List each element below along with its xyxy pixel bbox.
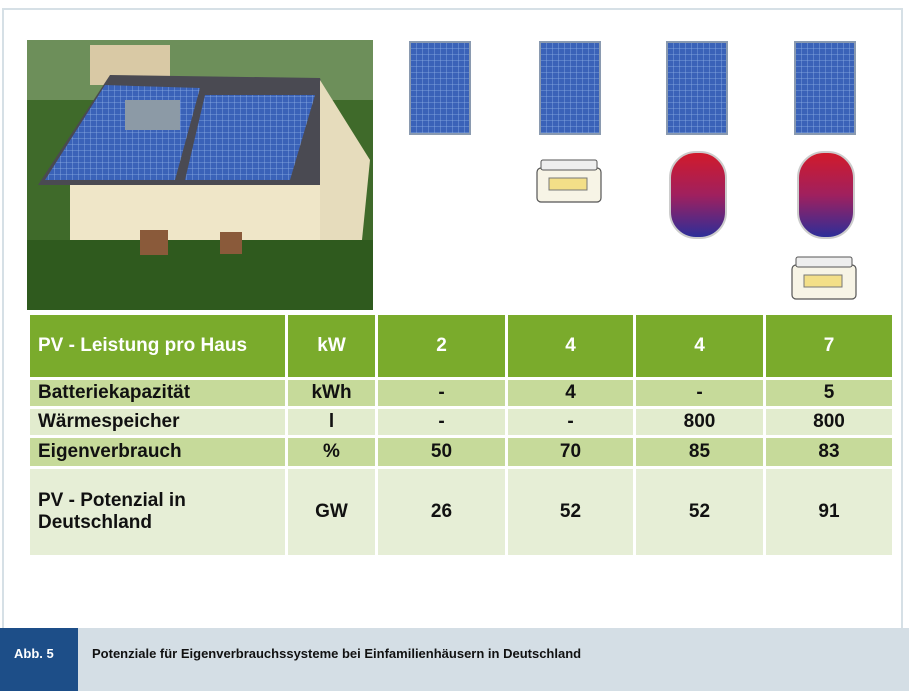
battery-icon [537, 160, 601, 202]
table-cell: 800 [765, 408, 894, 437]
table-cell: 91 [765, 468, 894, 557]
table-cell: 2 [377, 314, 507, 379]
pv-panel [410, 42, 470, 134]
table-cell: 7 [765, 314, 894, 379]
pv-panel [795, 42, 855, 134]
table-cell: 52 [635, 468, 765, 557]
table-cell: 52 [507, 468, 635, 557]
row-label: PV - Potenzial in Deutschland [29, 468, 287, 557]
pv-panel [667, 42, 727, 134]
heat-storage-icon [798, 152, 854, 238]
table-cell: - [635, 379, 765, 408]
pv-panel [540, 42, 600, 134]
table-cell: 5 [765, 379, 894, 408]
table-cell: l [287, 408, 377, 437]
caption-text: Potenziale für Eigenverbrauchssysteme be… [92, 646, 581, 661]
table-cell: 50 [377, 437, 507, 468]
battery-icon [792, 257, 856, 299]
row-label: Wärmespeicher [29, 408, 287, 437]
table-cell: 800 [635, 408, 765, 437]
caption-bar: Abb. 5 Potenziale für Eigenverbrauchssys… [0, 628, 909, 691]
table-cell: % [287, 437, 377, 468]
heat-storage-icon [670, 152, 726, 238]
table-cell: 70 [507, 437, 635, 468]
table-cell: - [377, 408, 507, 437]
table-cell: - [507, 408, 635, 437]
page: PV - Leistung pro HauskW2447Batteriekapa… [0, 0, 909, 691]
table-cell: GW [287, 468, 377, 557]
table-cell: 4 [507, 314, 635, 379]
table-cell: 26 [377, 468, 507, 557]
row-label: Batteriekapazität [29, 379, 287, 408]
table-cell: 4 [507, 379, 635, 408]
table-cell: - [377, 379, 507, 408]
table-cell: kWh [287, 379, 377, 408]
table-cell: 85 [635, 437, 765, 468]
table-cell: kW [287, 314, 377, 379]
table-cell: 4 [635, 314, 765, 379]
caption-label: Abb. 5 [0, 628, 78, 691]
table-cell: 83 [765, 437, 894, 468]
row-label: PV - Leistung pro Haus [29, 314, 287, 379]
row-label: Eigenverbrauch [29, 437, 287, 468]
house-photo [27, 40, 373, 310]
